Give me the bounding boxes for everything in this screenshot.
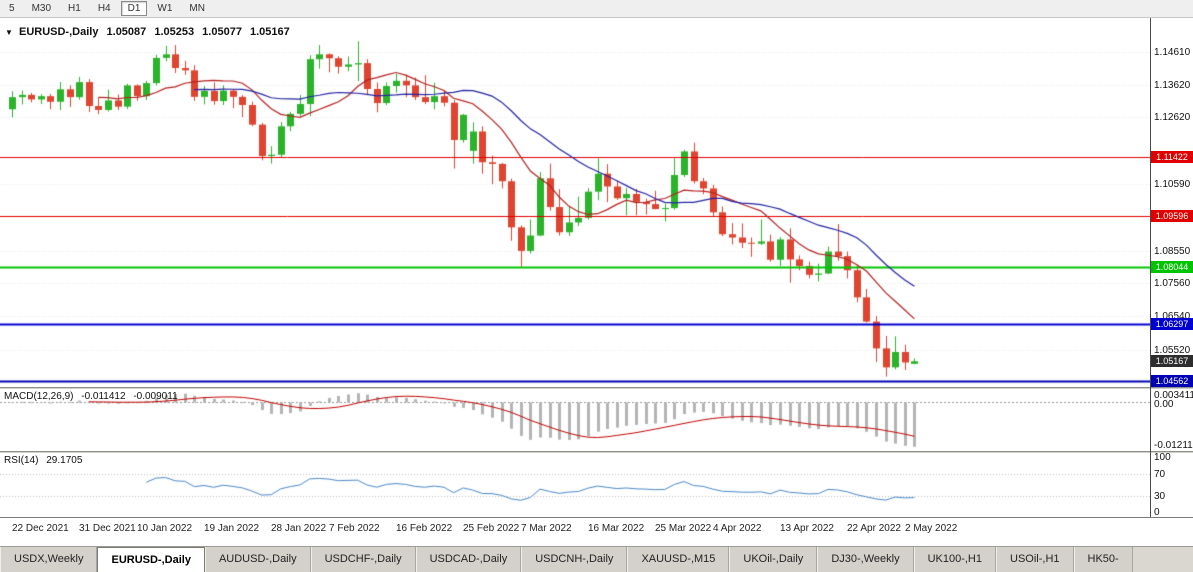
price-level-badge: 1.04562 [1151,375,1193,387]
rsi-value: 29.1705 [46,455,83,466]
macd-label: MACD(12,26,9) -0.011412 -0.009011 [4,391,183,402]
chart-tab-usdx-weekly[interactable]: USDX,Weekly [0,547,98,572]
price-axis-tick: 1.13620 [1154,80,1191,91]
price-level-badge: 1.09596 [1151,210,1193,222]
price-axis-divider [1150,18,1151,517]
timeframe-button-5[interactable]: 5 [9,3,15,14]
time-axis-label: 10 Jan 2022 [137,523,193,534]
time-axis-label: 2 May 2022 [905,523,958,534]
rsi-axis-tick: 70 [1154,469,1166,480]
price-level-badge: 1.08044 [1151,261,1193,273]
chart-tab-usoil-h1[interactable]: USOil-,H1 [996,547,1074,572]
macd-signal-value: -0.009011 [133,391,178,402]
price-axis-tick: 1.10590 [1154,179,1191,190]
time-axis-label: 31 Dec 2021 [79,523,136,534]
price-axis-tick: 1.08550 [1154,246,1191,257]
ohlc-low-value: 1.05077 [202,26,242,38]
time-axis-label: 16 Mar 2022 [588,523,645,534]
time-axis-label: 25 Mar 2022 [655,523,712,534]
timeframe-toolbar: 5 M30 H1 H4 D1 W1 MN [0,0,1193,18]
macd-axis-tick: 0.00 [1154,399,1174,410]
price-axis-tick: 1.12620 [1154,112,1191,123]
chart-title: ▼ EURUSD-,Daily 1.05087 1.05253 1.05077 … [5,26,295,38]
price-axis[interactable]: 1.14610 1.13620 1.12620 1.10590 1.08550 1.075… [1151,18,1193,546]
price-axis-tick: 1.07560 [1154,278,1191,289]
chart-symbol-label: EURUSD-,Daily [18,26,99,38]
macd-axis-tick: 0.003411 [1154,390,1193,401]
time-axis[interactable]: 22 Dec 2021 31 Dec 2021 10 Jan 2022 19 Jan … [0,518,1193,546]
timeframe-button-h1[interactable]: H1 [68,3,81,14]
macd-title: MACD(12,26,9) [4,391,74,402]
time-axis-label: 7 Mar 2022 [521,523,572,534]
chart-tab-eurusd-daily[interactable]: EURUSD-,Daily [97,547,205,572]
macd-canvas[interactable] [0,389,1150,451]
chart-tab-audusd-daily[interactable]: AUDUSD-,Daily [204,547,311,572]
timeframe-button-w1[interactable]: W1 [157,3,173,14]
time-axis-label: 19 Jan 2022 [204,523,260,534]
time-axis-label: 25 Feb 2022 [463,523,520,534]
timeframe-button-d1[interactable]: D1 [120,1,148,16]
ohlc-close-value: 1.05167 [250,26,290,38]
chart-tab-dj30-weekly[interactable]: DJ30-,Weekly [817,547,914,572]
chart-tab-ukoil-daily[interactable]: UKOil-,Daily [729,547,818,572]
price-chart-canvas[interactable] [0,18,1150,387]
macd-axis-tick: -0.012118 [1154,440,1193,451]
timeframe-button-h4[interactable]: H4 [97,3,111,14]
chart-tab-bar: USDX,Weekly EURUSD-,Daily AUDUSD-,Daily USD… [0,546,1193,572]
chart-tab-xauusd-m15[interactable]: XAUUSD-,M15 [627,547,730,572]
price-axis-tick: 1.06540 [1154,311,1191,322]
rsi-title: RSI(14) [4,455,39,466]
ohlc-high-value: 1.05253 [154,26,195,38]
price-level-badge: 1.06297 [1151,318,1193,330]
price-level-badge: 1.11422 [1151,151,1193,163]
chart-region: ▼ EURUSD-,Daily 1.05087 1.05253 1.05077 … [0,18,1193,546]
time-axis-label: 4 Apr 2022 [713,523,762,534]
panel-splitter-rsi[interactable] [0,451,1193,453]
chart-tab-usdcad-daily[interactable]: USDCAD-,Daily [415,547,522,572]
time-axis-label: 22 Dec 2021 [12,523,69,534]
time-axis-label: 13 Apr 2022 [780,523,834,534]
timeframe-button-m30[interactable]: M30 [31,3,52,14]
time-axis-label: 22 Apr 2022 [847,523,901,534]
chart-tab-usdchf-daily[interactable]: USDCHF-,Daily [310,547,416,572]
time-axis-label: 28 Jan 2022 [271,523,327,534]
macd-value: -0.011412 [81,391,126,402]
panel-splitter-macd[interactable] [0,387,1193,389]
chart-tab-usdcnh-daily[interactable]: USDCNH-,Daily [521,547,628,572]
chart-tab-hk50[interactable]: HK50- [1073,547,1133,572]
rsi-axis-tick: 30 [1154,491,1166,502]
price-axis-tick: 1.14610 [1154,47,1191,58]
chart-dropdown-icon[interactable]: ▼ [5,28,13,37]
rsi-axis-tick: 0 [1154,507,1160,518]
time-axis-divider [0,517,1193,518]
ohlc-open-value: 1.05087 [106,26,147,38]
rsi-canvas[interactable] [0,453,1150,517]
chart-tab-uk100-h1[interactable]: UK100-,H1 [913,547,996,572]
rsi-axis-tick: 100 [1154,452,1171,463]
rsi-label: RSI(14) 29.1705 [4,455,87,466]
time-axis-label: 7 Feb 2022 [329,523,380,534]
current-price-badge: 1.05167 [1151,355,1193,367]
price-axis-tick: 1.05520 [1154,345,1191,356]
time-axis-label: 16 Feb 2022 [396,523,453,534]
timeframe-button-mn[interactable]: MN [189,3,205,14]
